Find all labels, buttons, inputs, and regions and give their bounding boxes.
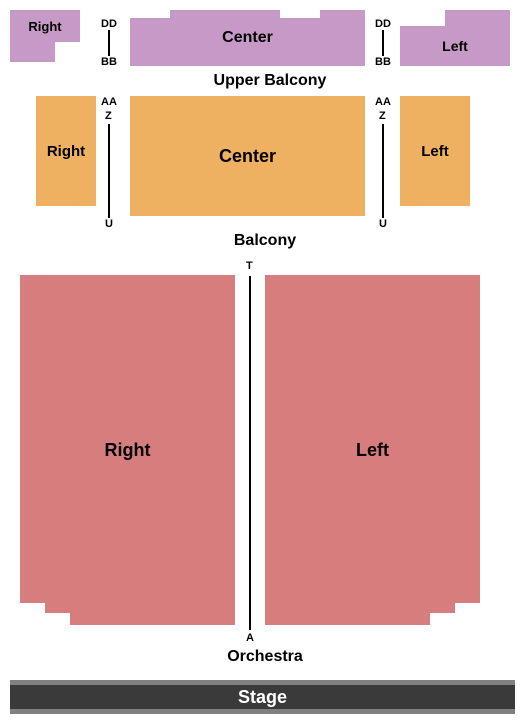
level-label-orchestra: Orchestra	[215, 648, 315, 666]
aisle-line-1	[382, 30, 384, 56]
row-label-AA-5: AA	[375, 96, 391, 108]
seating-chart: RightCenterLeftRightCenterLeftRightLeftU…	[0, 0, 525, 722]
level-label-balcony: Balcony	[225, 232, 305, 250]
upper-balcony-left-top	[445, 10, 510, 26]
row-label-DD-0: DD	[101, 18, 117, 30]
aisle-line-4	[249, 276, 251, 630]
aisle-line-0	[108, 30, 110, 56]
row-label-Z-6: Z	[105, 110, 112, 122]
row-label-DD-1: DD	[375, 18, 391, 30]
upper-center-notch-0	[130, 10, 150, 18]
row-label-U-8: U	[105, 218, 113, 230]
orchestra-left[interactable]: Left	[265, 275, 480, 625]
orchestra-right[interactable]: Right	[20, 275, 235, 625]
aisle-line-3	[382, 124, 384, 218]
upper-balcony-center[interactable]: Center	[130, 10, 365, 66]
upper-center-notch-a	[150, 10, 170, 18]
row-label-U-9: U	[379, 218, 387, 230]
orch-right-notch-1	[45, 613, 70, 625]
row-label-Z-7: Z	[379, 110, 386, 122]
orch-left-notch-0	[455, 603, 480, 625]
level-label-upper_balcony: Upper Balcony	[200, 72, 340, 90]
stage-border-bottom	[10, 709, 515, 714]
orch-right-notch-0	[20, 603, 45, 625]
stage: Stage	[10, 685, 515, 709]
row-label-BB-2: BB	[101, 56, 117, 68]
orch-left-notch-1	[430, 613, 455, 625]
balcony-center[interactable]: Center	[130, 96, 365, 216]
balcony-left[interactable]: Left	[400, 96, 470, 206]
row-label-AA-4: AA	[101, 96, 117, 108]
upper-balcony-left[interactable]: Left	[400, 26, 510, 66]
upper-center-notch-1	[280, 10, 300, 18]
upper-center-notch-b	[300, 10, 320, 18]
row-label-BB-3: BB	[375, 56, 391, 68]
upper-balcony-right[interactable]: Right	[10, 10, 80, 42]
row-label-A-11: A	[246, 632, 254, 644]
aisle-line-2	[108, 124, 110, 218]
balcony-right[interactable]: Right	[36, 96, 96, 206]
upper-balcony-right-ext	[10, 42, 55, 62]
row-label-T-10: T	[246, 260, 253, 272]
